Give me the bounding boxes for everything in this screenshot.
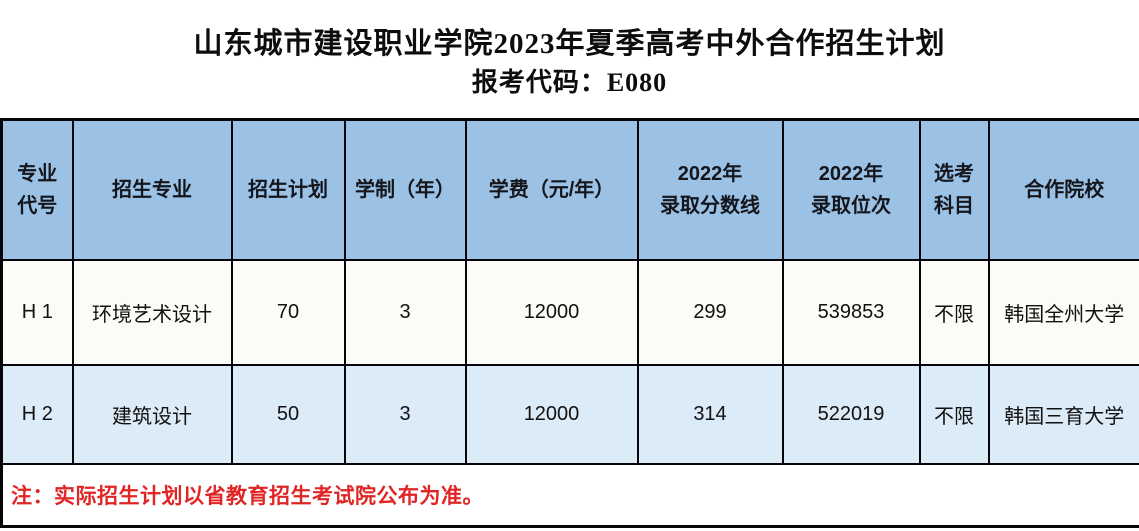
table-row: H 2 建筑设计 50 3 12000 314 522019 不限 韩国三育大学 (0, 363, 1139, 465)
cell-2022-rank: 539853 (781, 258, 921, 366)
title-block: 山东城市建设职业学院2023年夏季高考中外合作招生计划 报考代码：E080 (0, 0, 1139, 102)
cell-2022-rank: 522019 (781, 363, 921, 465)
admission-plan-table: 专业 代号 招生专业 招生计划 学制（年） 学费（元/年） 2022年 录取分数… (0, 118, 1139, 528)
header-partner-school: 合作院校 (987, 118, 1139, 261)
cell-enrollment-plan: 50 (230, 363, 346, 465)
cell-duration-years: 3 (343, 363, 467, 465)
cell-major-code: H 2 (0, 363, 74, 465)
header-major-name: 招生专业 (71, 118, 233, 261)
header-2022-score-line: 2022年 录取分数线 (636, 118, 784, 261)
page-title: 山东城市建设职业学院2023年夏季高考中外合作招生计划 (193, 28, 946, 60)
cell-tuition: 12000 (464, 363, 639, 465)
header-duration-years: 学制（年） (343, 118, 467, 261)
table-note-row: 注：实际招生计划以省教育招生考试院公布为准。 (0, 462, 1139, 528)
cell-tuition: 12000 (464, 258, 639, 366)
header-major-code: 专业 代号 (0, 118, 74, 261)
cell-major-name: 环境艺术设计 (71, 258, 233, 366)
cell-2022-score-line: 314 (636, 363, 784, 465)
cell-major-name: 建筑设计 (71, 363, 233, 465)
header-enrollment-plan: 招生计划 (230, 118, 346, 261)
table-row: H 1 环境艺术设计 70 3 12000 299 539853 不限 韩国全州… (0, 258, 1139, 366)
cell-partner-school: 韩国全州大学 (987, 258, 1139, 366)
cell-exam-subjects: 不限 (918, 363, 990, 465)
header-exam-subjects: 选考 科目 (918, 118, 990, 261)
header-2022-rank: 2022年 录取位次 (781, 118, 921, 261)
cell-duration-years: 3 (343, 258, 467, 366)
cell-2022-score-line: 299 (636, 258, 784, 366)
cell-major-code: H 1 (0, 258, 74, 366)
note-text: 注：实际招生计划以省教育招生考试院公布为准。 (0, 462, 1139, 528)
cell-enrollment-plan: 70 (230, 258, 346, 366)
table-header-row: 专业 代号 招生专业 招生计划 学制（年） 学费（元/年） 2022年 录取分数… (0, 118, 1139, 261)
cell-exam-subjects: 不限 (918, 258, 990, 366)
application-code: 报考代码：E080 (471, 68, 668, 97)
header-tuition: 学费（元/年） (464, 118, 639, 261)
cell-partner-school: 韩国三育大学 (987, 363, 1139, 465)
